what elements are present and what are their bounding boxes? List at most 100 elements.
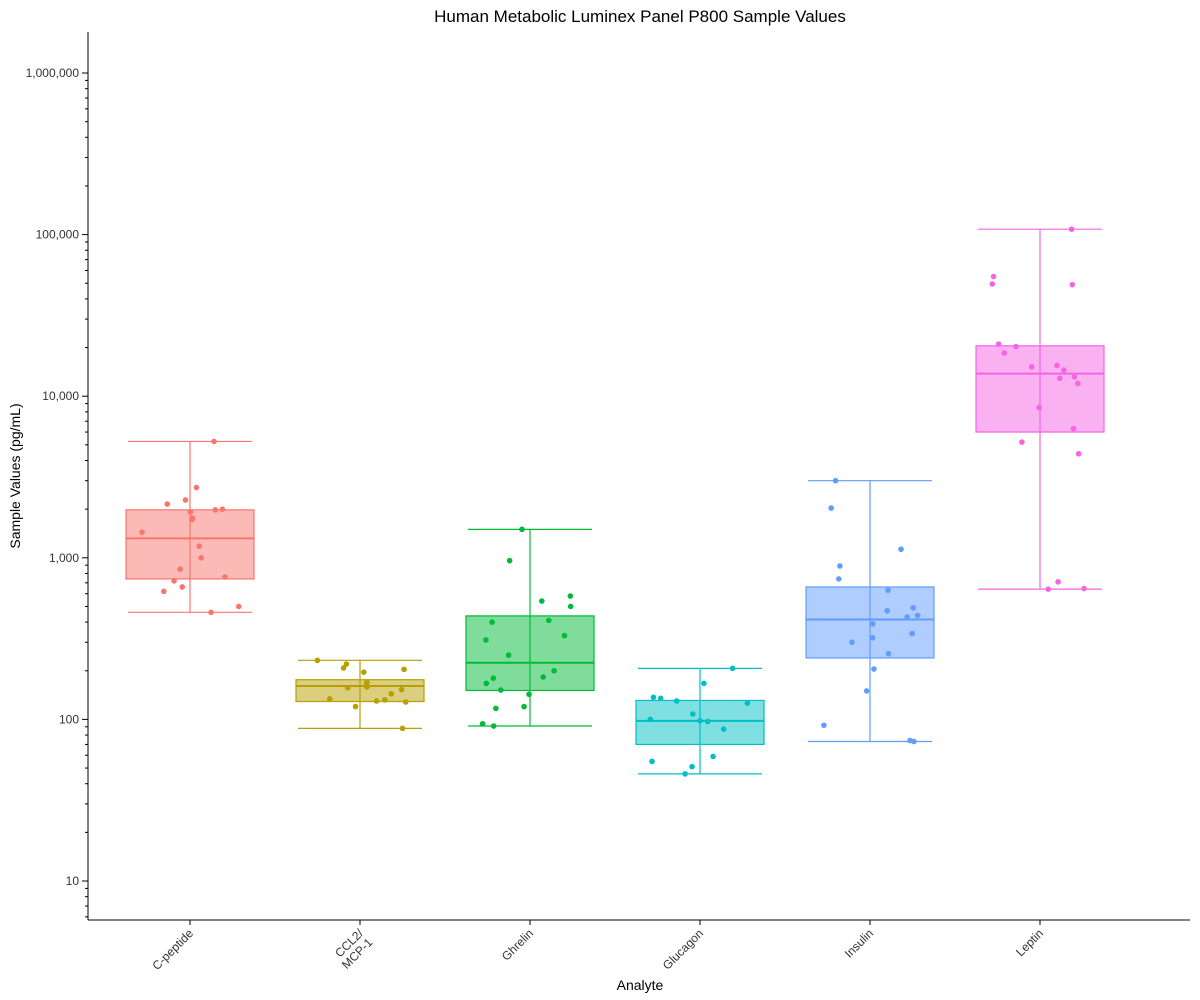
data-point <box>744 700 751 706</box>
data-point <box>340 665 347 671</box>
data-point <box>519 526 525 533</box>
data-point <box>1061 367 1067 373</box>
y-tick-label: 1,000 <box>49 551 79 565</box>
iqr-box <box>975 345 1105 433</box>
chart-title: Human Metabolic Luminex Panel P800 Sampl… <box>434 7 846 26</box>
data-point <box>828 505 834 511</box>
data-point <box>219 506 226 512</box>
data-point <box>1075 380 1081 387</box>
data-point <box>505 652 512 658</box>
data-point <box>871 666 877 672</box>
box-group-ccl2-mcp-1 <box>295 657 425 732</box>
x-axis-label: Analyte <box>617 977 664 993</box>
data-point <box>483 637 489 643</box>
iqr-box <box>465 615 595 692</box>
data-point <box>567 593 574 599</box>
data-point <box>164 501 171 507</box>
data-point <box>657 695 664 702</box>
data-point <box>352 703 359 710</box>
data-point <box>1013 343 1019 350</box>
data-point <box>490 675 497 681</box>
data-point <box>869 621 876 627</box>
iqr-box <box>295 679 425 703</box>
data-point <box>837 563 843 569</box>
data-point <box>885 587 891 594</box>
data-point <box>1069 281 1076 288</box>
data-point <box>373 698 380 704</box>
plot-area <box>125 226 1105 777</box>
data-point <box>911 738 917 745</box>
data-point <box>647 716 654 723</box>
data-point <box>211 438 217 445</box>
data-point <box>189 516 195 523</box>
box-group-insulin <box>805 477 935 745</box>
data-point <box>1045 586 1052 592</box>
data-point <box>650 694 657 701</box>
x-category-label: CCL2/MCP-1 <box>330 926 376 972</box>
data-point <box>490 723 497 729</box>
data-point <box>381 697 388 703</box>
data-point <box>344 684 351 691</box>
data-point <box>196 543 203 549</box>
y-tick-label: 100,000 <box>36 228 80 242</box>
y-axis-ticks: 10 100 1,000 10,000 100,000 1,000,000 <box>26 66 88 918</box>
data-point <box>402 699 409 705</box>
data-point <box>483 680 490 687</box>
x-category-label-line: C-peptide <box>149 926 196 973</box>
data-point <box>995 341 1002 347</box>
data-point <box>673 698 680 704</box>
data-point <box>1036 404 1042 411</box>
data-point <box>1057 375 1063 382</box>
data-point <box>179 584 186 590</box>
x-category-label-line: Glucagon <box>660 926 706 972</box>
data-point <box>885 650 892 657</box>
data-point <box>360 669 367 675</box>
data-point <box>869 634 876 641</box>
data-point <box>314 657 321 664</box>
data-point <box>171 578 177 584</box>
data-point <box>551 667 557 674</box>
data-point <box>177 566 183 573</box>
data-point <box>697 718 703 724</box>
data-point <box>160 588 167 595</box>
data-point <box>821 722 827 729</box>
data-point <box>704 718 711 725</box>
data-point <box>1081 585 1087 592</box>
y-axis-label: Sample Values (pg/mL) <box>7 403 23 548</box>
data-point <box>388 691 395 697</box>
data-point <box>863 688 870 694</box>
data-point <box>682 771 688 777</box>
iqr-box <box>805 586 935 659</box>
data-point <box>849 639 855 646</box>
data-point <box>489 619 495 625</box>
y-tick-label: 10,000 <box>42 389 79 403</box>
data-point <box>1068 226 1075 232</box>
data-point <box>182 497 189 503</box>
data-point <box>1028 364 1035 370</box>
x-category-label: C-peptide <box>149 926 196 973</box>
data-point <box>689 763 695 770</box>
data-point <box>526 691 532 698</box>
data-point <box>910 605 916 611</box>
box-group-ghrelin <box>465 526 595 729</box>
box-group-glucagon <box>635 665 765 777</box>
data-point <box>710 753 716 760</box>
x-category-label: Ghrelin <box>499 926 536 963</box>
data-point <box>567 603 574 610</box>
data-point <box>720 726 727 732</box>
x-category-label-line: Ghrelin <box>499 926 536 963</box>
data-point <box>1055 579 1061 585</box>
iqr-box <box>125 509 255 580</box>
data-point <box>835 576 842 582</box>
data-point <box>193 484 200 491</box>
y-tick-label: 1,000,000 <box>26 66 80 80</box>
data-point <box>198 555 204 561</box>
data-point <box>506 557 513 564</box>
data-point <box>914 612 921 619</box>
box-group-c-peptide <box>125 438 255 616</box>
data-point <box>1075 451 1082 457</box>
data-point <box>904 614 910 620</box>
data-point <box>884 607 890 614</box>
y-tick-label: 100 <box>59 712 79 726</box>
data-point <box>1054 362 1060 369</box>
